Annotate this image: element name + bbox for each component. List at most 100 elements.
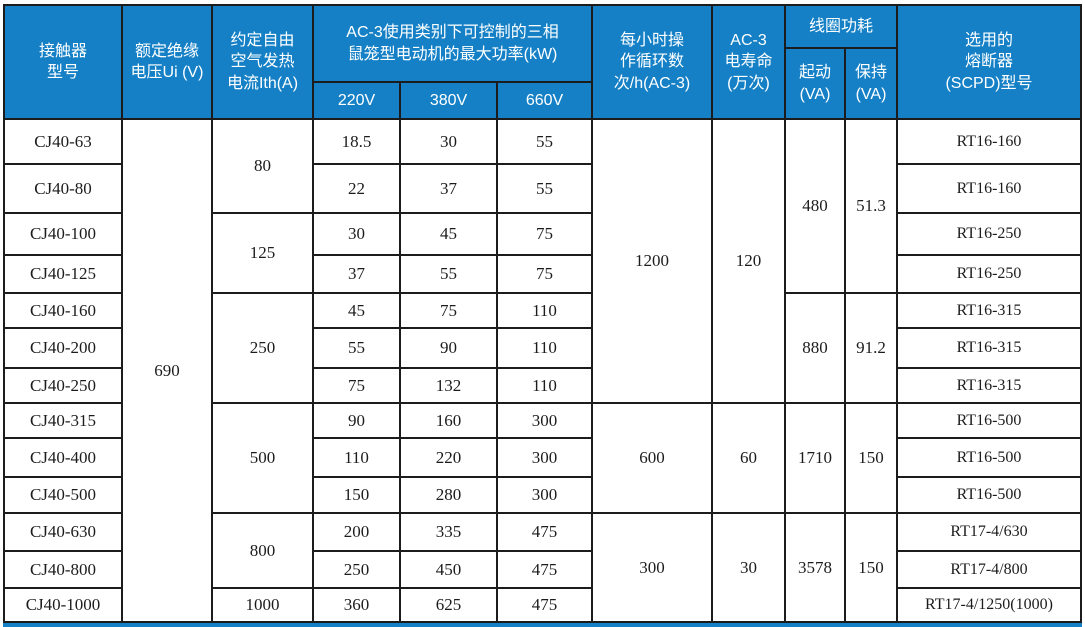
header-thermal-current: 约定自由 空气发热 电流Ith(A) xyxy=(213,6,312,118)
cell-kw380: 220 xyxy=(401,439,496,476)
cell-fuse: RT16-160 xyxy=(898,120,1080,163)
header-coil-hold-va: 保持 (VA) xyxy=(846,49,896,118)
cell-kw660: 300 xyxy=(498,439,591,476)
cell-kw660: 300 xyxy=(498,404,591,437)
header-kw-group: AC-3使用类别下可控制的三相 鼠笼型电动机的最大功率(kW) xyxy=(314,6,591,81)
cell-ith: 1000 xyxy=(213,589,312,621)
cell-model: CJ40-63 xyxy=(5,120,121,163)
cell-ui-690: 690 xyxy=(123,120,211,621)
cell-fuse: RT16-500 xyxy=(898,404,1080,437)
cell-fuse: RT17-4/630 xyxy=(898,514,1080,550)
cell-kw380: 160 xyxy=(401,404,496,437)
cell-coil-hold: 91.2 xyxy=(846,294,896,402)
cell-fuse: RT16-315 xyxy=(898,369,1080,402)
cell-kw660: 75 xyxy=(498,256,591,292)
cell-life: 120 xyxy=(713,120,784,402)
header-kw-220v: 220V xyxy=(314,83,399,118)
cell-kw660: 475 xyxy=(498,552,591,587)
cell-kw220: 37 xyxy=(314,256,399,292)
cell-coil-start: 1710 xyxy=(786,404,844,512)
cell-fuse: RT16-250 xyxy=(898,256,1080,292)
cell-model: CJ40-800 xyxy=(5,552,121,587)
cell-model: CJ40-400 xyxy=(5,439,121,476)
cell-kw380: 450 xyxy=(401,552,496,587)
cell-fuse: RT16-315 xyxy=(898,294,1080,327)
cell-kw220: 360 xyxy=(314,589,399,621)
header-coil-power-group: 线圈功耗 xyxy=(786,6,896,47)
cell-kw660: 110 xyxy=(498,294,591,327)
header-electrical-life: AC-3 电寿命 (万次) xyxy=(713,6,784,118)
cell-coil-hold: 150 xyxy=(846,404,896,512)
cell-model: CJ40-630 xyxy=(5,514,121,550)
cell-coil-start: 880 xyxy=(786,294,844,402)
cell-kw380: 45 xyxy=(401,214,496,254)
cell-cycles: 1200 xyxy=(593,120,711,402)
cell-ith: 500 xyxy=(213,404,312,512)
cell-kw380: 55 xyxy=(401,256,496,292)
cell-life: 60 xyxy=(713,404,784,512)
cell-coil-start: 480 xyxy=(786,120,844,292)
cell-model: CJ40-500 xyxy=(5,478,121,512)
cell-kw660: 110 xyxy=(498,369,591,402)
cell-kw220: 55 xyxy=(314,329,399,367)
cell-ith: 250 xyxy=(213,294,312,402)
cell-model: CJ40-1000 xyxy=(5,589,121,621)
cell-fuse: RT16-500 xyxy=(898,478,1080,512)
header-cycles-per-hour: 每小时操 作循环数 次/h(AC-3) xyxy=(593,6,711,118)
cell-model: CJ40-160 xyxy=(5,294,121,327)
cell-kw380: 75 xyxy=(401,294,496,327)
header-rated-insulation-voltage: 额定绝缘 电压Ui (V) xyxy=(123,6,211,118)
cell-kw380: 90 xyxy=(401,329,496,367)
cell-kw660: 475 xyxy=(498,514,591,550)
cell-model: CJ40-100 xyxy=(5,214,121,254)
cell-model: CJ40-125 xyxy=(5,256,121,292)
cell-coil-hold: 150 xyxy=(846,514,896,621)
contactor-spec-table: 接触器 型号 额定绝缘 电压Ui (V) 约定自由 空气发热 电流Ith(A) … xyxy=(3,4,1082,623)
cell-kw660: 75 xyxy=(498,214,591,254)
cell-fuse: RT17-4/800 xyxy=(898,552,1080,587)
cell-model: CJ40-80 xyxy=(5,165,121,212)
cell-kw660: 475 xyxy=(498,589,591,621)
cell-kw660: 55 xyxy=(498,165,591,212)
cell-kw220: 90 xyxy=(314,404,399,437)
cell-kw380: 280 xyxy=(401,478,496,512)
cell-coil-start: 3578 xyxy=(786,514,844,621)
cell-kw220: 150 xyxy=(314,478,399,512)
cell-fuse: RT16-250 xyxy=(898,214,1080,254)
header-kw-380v: 380V xyxy=(401,83,496,118)
cell-kw220: 200 xyxy=(314,514,399,550)
header-fuse-model: 选用的 熔断器 (SCPD)型号 xyxy=(898,6,1080,118)
cell-model: CJ40-200 xyxy=(5,329,121,367)
cell-ith: 80 xyxy=(213,120,312,212)
cell-ith: 800 xyxy=(213,514,312,587)
cell-kw380: 625 xyxy=(401,589,496,621)
cell-kw380: 30 xyxy=(401,120,496,163)
cell-cycles: 600 xyxy=(593,404,711,512)
cell-model: CJ40-250 xyxy=(5,369,121,402)
bottom-blue-strip xyxy=(3,623,1082,627)
cell-fuse: RT16-500 xyxy=(898,439,1080,476)
cell-kw220: 250 xyxy=(314,552,399,587)
cell-kw220: 22 xyxy=(314,165,399,212)
header-coil-start-va: 起动 (VA) xyxy=(786,49,844,118)
cell-kw660: 300 xyxy=(498,478,591,512)
cell-life: 30 xyxy=(713,514,784,621)
cell-fuse: RT16-160 xyxy=(898,165,1080,212)
cell-kw220: 45 xyxy=(314,294,399,327)
cell-coil-hold: 51.3 xyxy=(846,120,896,292)
cell-cycles: 300 xyxy=(593,514,711,621)
cell-kw220: 30 xyxy=(314,214,399,254)
cell-kw220: 18.5 xyxy=(314,120,399,163)
cell-fuse: RT17-4/1250(1000) xyxy=(898,589,1080,621)
cell-kw380: 132 xyxy=(401,369,496,402)
cell-ith: 125 xyxy=(213,214,312,292)
header-kw-660v: 660V xyxy=(498,83,591,118)
cell-kw380: 335 xyxy=(401,514,496,550)
cell-fuse: RT16-315 xyxy=(898,329,1080,367)
cell-kw660: 110 xyxy=(498,329,591,367)
cell-kw380: 37 xyxy=(401,165,496,212)
cell-model: CJ40-315 xyxy=(5,404,121,437)
cell-kw220: 75 xyxy=(314,369,399,402)
cell-kw220: 110 xyxy=(314,439,399,476)
